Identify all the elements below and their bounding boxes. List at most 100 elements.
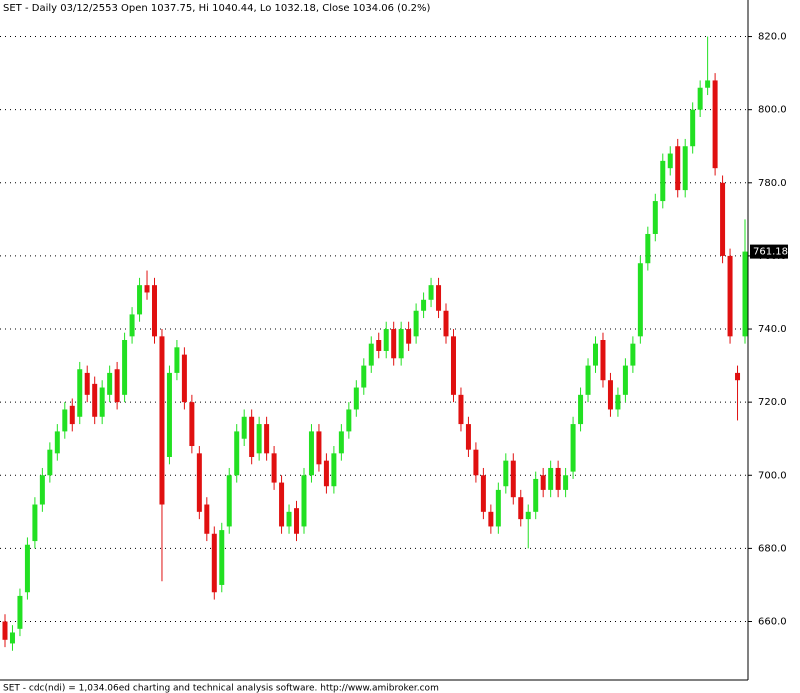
candle-body: [563, 475, 569, 490]
candle-body: [294, 508, 300, 534]
candle-body: [421, 299, 427, 311]
candle-body: [2, 621, 8, 640]
y-tick-label: 680.0: [758, 543, 787, 554]
candle-body: [473, 449, 479, 476]
candle-body: [84, 372, 90, 395]
candle-body: [555, 467, 561, 490]
candle-body: [286, 511, 292, 527]
last-value-box: [750, 244, 788, 259]
candle-body: [54, 431, 60, 454]
candle-body: [570, 424, 576, 472]
candle-body: [219, 530, 225, 585]
candle-body: [361, 365, 367, 388]
candle-body: [630, 343, 636, 366]
candle-body: [316, 431, 322, 465]
candle-body: [181, 354, 187, 403]
candle-body: [376, 340, 382, 351]
candle-body: [465, 424, 471, 450]
candle-body: [144, 285, 150, 293]
candle-body: [593, 343, 599, 366]
candle-body: [249, 416, 255, 457]
candle-body: [226, 475, 232, 527]
candle-body: [114, 369, 120, 403]
candle-body: [129, 314, 135, 337]
y-tick-label: 780.0: [758, 178, 787, 189]
candle-body: [122, 340, 128, 395]
footer: SET - cdc(ndi) = 1,034.06ed charting and…: [3, 684, 439, 693]
chart-title: SET - Daily 03/12/2553 Open 1037.75, Hi …: [3, 3, 430, 14]
candle-body: [697, 87, 703, 110]
candle-body: [391, 329, 397, 359]
candle-body: [174, 347, 180, 373]
candle-body: [69, 405, 75, 425]
candle-body: [622, 365, 628, 395]
last-value-label: 761.18: [753, 247, 788, 258]
candle-body: [151, 285, 157, 337]
candle-body: [585, 365, 591, 395]
candle-body: [32, 504, 38, 542]
candle-body: [705, 80, 711, 88]
candle-body: [525, 511, 531, 520]
candle-body: [682, 146, 688, 191]
candle-body: [645, 233, 651, 264]
candle-body: [301, 475, 307, 527]
candle-body: [204, 504, 210, 534]
candle-body: [107, 372, 113, 395]
candle-body: [196, 453, 202, 512]
candle-body: [398, 329, 404, 359]
candle-body: [159, 336, 165, 505]
candle-body: [406, 329, 412, 344]
candle-body: [189, 402, 195, 447]
candle-body: [480, 475, 486, 512]
candle-body: [137, 285, 143, 315]
candle-body: [600, 340, 606, 381]
candle-body: [271, 453, 277, 483]
candle-body: [47, 449, 53, 476]
candle-body: [712, 80, 718, 169]
candle-body: [256, 424, 262, 454]
candle-body: [264, 424, 270, 454]
candle-body: [413, 310, 419, 337]
candle-body: [353, 387, 359, 410]
candle-body: [495, 489, 501, 527]
candle-body: [368, 343, 374, 366]
candle-body: [503, 460, 509, 487]
candle-body: [510, 460, 516, 498]
candle-body: [323, 460, 329, 487]
candle-body: [436, 285, 442, 311]
candle-body: [17, 595, 23, 629]
candle-body: [211, 533, 217, 593]
candle-body: [637, 263, 643, 337]
candle-body: [241, 416, 247, 439]
candle-body: [488, 511, 494, 527]
candle-body: [652, 201, 658, 234]
candle-body: [450, 336, 456, 395]
candle-body: [234, 431, 240, 476]
candle-body: [690, 109, 696, 147]
y-tick-label: 660.0: [758, 617, 787, 628]
candle-body: [518, 497, 524, 520]
candle-body: [742, 251, 748, 337]
candle-body: [727, 255, 733, 337]
candle-body: [62, 409, 68, 432]
candle-body: [548, 467, 554, 490]
candle-body: [279, 482, 285, 527]
candle-body: [92, 383, 98, 417]
candle-body: [166, 372, 172, 457]
candle-body: [675, 146, 681, 191]
candle-body: [615, 394, 621, 410]
candle-body: [578, 394, 584, 425]
candle-body: [383, 329, 389, 351]
y-tick-label: 800.0: [758, 105, 787, 116]
candle-body: [346, 409, 352, 432]
candle-body: [660, 160, 666, 202]
candle-body: [540, 475, 546, 490]
y-tick-label: 820.0: [758, 32, 787, 43]
candle-body: [39, 475, 45, 505]
candle-body: [99, 387, 105, 417]
candle-body: [24, 544, 30, 593]
candle-body: [77, 369, 83, 417]
candle-body: [458, 394, 464, 425]
y-tick-label: 740.0: [758, 324, 787, 335]
